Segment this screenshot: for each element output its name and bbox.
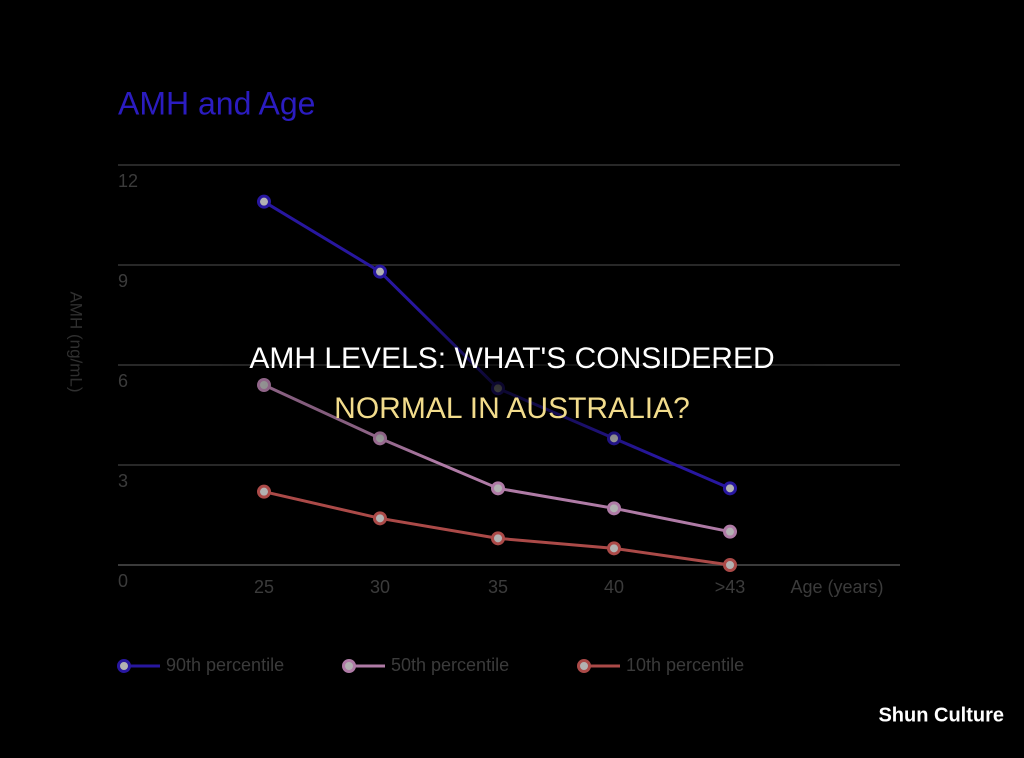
data-point — [723, 481, 737, 496]
x-tick-label: 25 — [254, 577, 274, 597]
data-point — [373, 264, 387, 279]
y-tick-label: 0 — [118, 571, 128, 591]
data-point — [257, 484, 271, 499]
data-point — [723, 558, 737, 572]
overlay-title: AMH LEVELS: WHAT'S CONSIDERED — [249, 342, 774, 375]
data-point — [491, 481, 505, 496]
data-point — [723, 524, 737, 539]
chart-title: AMH and Age — [118, 85, 315, 121]
y-tick-label: 3 — [118, 471, 128, 491]
overlay-title: NORMAL IN AUSTRALIA? — [334, 392, 690, 425]
legend-label: 50th percentile — [391, 655, 509, 675]
watermark: Shun Culture — [878, 704, 1004, 726]
legend-label: 90th percentile — [166, 655, 284, 675]
y-tick-label: 12 — [118, 171, 138, 191]
y-tick-label: 6 — [118, 371, 128, 391]
legend-label: 10th percentile — [626, 655, 744, 675]
data-point — [373, 511, 387, 526]
legend-marker — [342, 659, 356, 673]
data-point — [257, 194, 271, 209]
x-tick-label: 40 — [604, 577, 624, 597]
data-point — [607, 501, 621, 516]
x-tick-label: 35 — [488, 577, 508, 597]
title-shade — [182, 305, 842, 465]
y-axis-title: AMH (ng/mL) — [67, 291, 86, 392]
legend-marker — [117, 659, 131, 673]
x-axis-title: Age (years) — [790, 577, 883, 597]
x-tick-label: 30 — [370, 577, 390, 597]
data-point — [491, 531, 505, 546]
y-tick-label: 9 — [118, 271, 128, 291]
x-tick-label: >43 — [715, 577, 746, 597]
data-point — [607, 541, 621, 556]
legend-marker — [577, 659, 591, 673]
